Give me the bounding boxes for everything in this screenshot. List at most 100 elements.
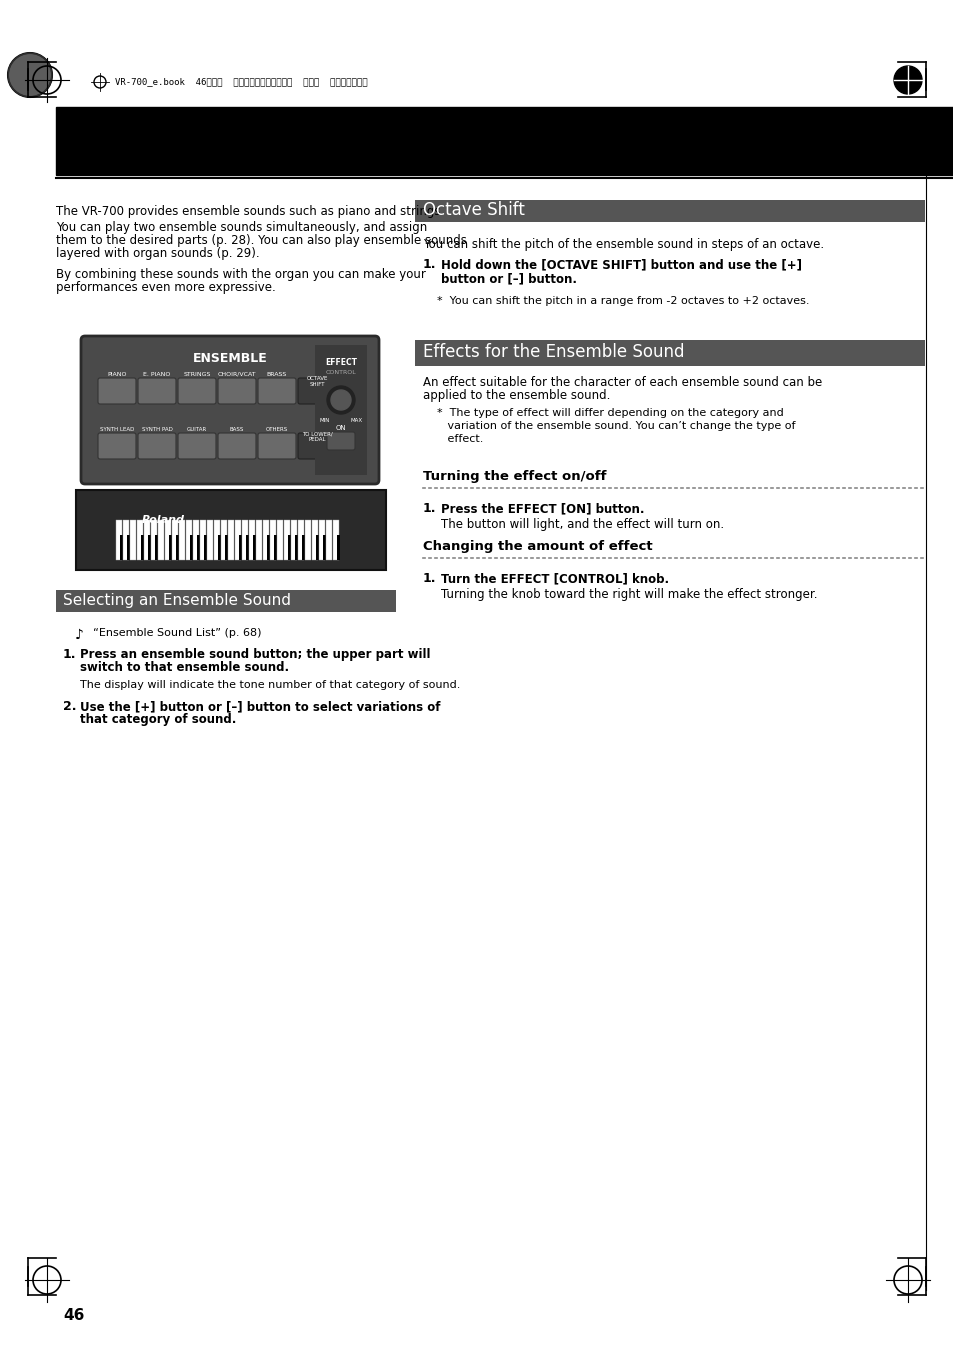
Bar	[203, 535, 207, 561]
Bar	[318, 520, 325, 561]
Bar	[228, 520, 233, 561]
Bar	[190, 535, 193, 561]
Circle shape	[331, 390, 351, 409]
Bar	[140, 535, 144, 561]
Bar	[56, 590, 395, 612]
FancyBboxPatch shape	[257, 378, 295, 404]
Text: 1.: 1.	[422, 571, 436, 585]
Bar	[148, 535, 151, 561]
Text: OTHERS: OTHERS	[266, 427, 288, 432]
Text: BASS: BASS	[230, 427, 244, 432]
Bar	[213, 520, 220, 561]
Text: MAX: MAX	[351, 417, 363, 423]
Text: 1.: 1.	[422, 258, 436, 272]
Bar	[175, 535, 179, 561]
Bar	[165, 520, 171, 561]
Bar	[315, 535, 319, 561]
Text: Changing the amount of effect: Changing the amount of effect	[422, 540, 652, 553]
Circle shape	[327, 386, 355, 413]
Text: 2.: 2.	[63, 700, 76, 713]
Bar	[415, 340, 924, 366]
Text: switch to that ensemble sound.: switch to that ensemble sound.	[80, 661, 289, 674]
Bar	[221, 520, 227, 561]
Text: An effect suitable for the character of each ensemble sound can be: An effect suitable for the character of …	[422, 376, 821, 389]
Bar	[415, 200, 924, 222]
FancyBboxPatch shape	[138, 378, 175, 404]
Circle shape	[8, 53, 52, 97]
FancyBboxPatch shape	[98, 378, 136, 404]
Bar	[249, 520, 254, 561]
Bar	[119, 535, 123, 561]
Text: layered with organ sounds (p. 29).: layered with organ sounds (p. 29).	[56, 247, 259, 259]
Bar	[297, 520, 304, 561]
Text: Selecting an Ensemble Sound: Selecting an Ensemble Sound	[63, 593, 291, 608]
Bar	[287, 535, 291, 561]
Text: CONTROL: CONTROL	[325, 370, 356, 376]
Bar	[172, 520, 178, 561]
Bar	[284, 520, 290, 561]
Bar	[266, 535, 270, 561]
Bar	[137, 520, 143, 561]
Bar	[207, 520, 213, 561]
Bar	[154, 535, 158, 561]
FancyBboxPatch shape	[81, 336, 378, 484]
Bar	[158, 520, 164, 561]
Text: You can play two ensemble sounds simultaneously, and assign: You can play two ensemble sounds simulta…	[56, 222, 427, 234]
Text: 1.: 1.	[422, 503, 436, 515]
Bar	[130, 520, 136, 561]
Text: Effects for the Ensemble Sound: Effects for the Ensemble Sound	[422, 343, 684, 361]
Text: Press an ensemble sound button; the upper part will: Press an ensemble sound button; the uppe…	[80, 648, 430, 661]
Bar	[76, 490, 386, 570]
Bar	[186, 520, 192, 561]
Bar	[326, 520, 332, 561]
Text: 1.: 1.	[63, 648, 76, 661]
Text: ENSEMBLE: ENSEMBLE	[193, 353, 267, 365]
Text: STRINGS: STRINGS	[183, 372, 211, 377]
Bar	[255, 520, 262, 561]
Bar	[242, 520, 248, 561]
FancyBboxPatch shape	[138, 434, 175, 459]
Bar	[238, 535, 242, 561]
Text: performances even more expressive.: performances even more expressive.	[56, 281, 275, 295]
Text: that category of sound.: that category of sound.	[80, 713, 236, 725]
FancyBboxPatch shape	[327, 432, 355, 450]
Text: Turning the effect on/off: Turning the effect on/off	[422, 470, 606, 484]
Text: The VR-700 provides ensemble sounds such as piano and strings.: The VR-700 provides ensemble sounds such…	[56, 205, 444, 218]
Text: ON: ON	[335, 426, 346, 431]
Text: TO LOWER/
PEDAL: TO LOWER/ PEDAL	[301, 431, 332, 442]
FancyBboxPatch shape	[257, 434, 295, 459]
Bar	[196, 535, 200, 561]
Bar	[305, 520, 311, 561]
Text: them to the desired parts (p. 28). You can also play ensemble sounds: them to the desired parts (p. 28). You c…	[56, 234, 466, 247]
FancyBboxPatch shape	[297, 434, 335, 459]
Bar	[263, 520, 269, 561]
Text: *  You can shift the pitch in a range from -2 octaves to +2 octaves.: * You can shift the pitch in a range fro…	[436, 296, 809, 305]
Text: variation of the ensemble sound. You can’t change the type of: variation of the ensemble sound. You can…	[436, 422, 795, 431]
Text: VR-700_e.book  46ページ  ２００９年１１月１８日  水曜日  午前９時２４分: VR-700_e.book 46ページ ２００９年１１月１８日 水曜日 午前９時…	[115, 77, 367, 86]
Text: *  The type of effect will differ depending on the category and: * The type of effect will differ dependi…	[436, 408, 783, 417]
Text: By combining these sounds with the organ you can make your: By combining these sounds with the organ…	[56, 267, 425, 281]
Bar	[294, 535, 298, 561]
Bar	[301, 535, 305, 561]
Bar	[127, 535, 130, 561]
Bar	[291, 520, 296, 561]
Text: OCTAVE
SHIFT: OCTAVE SHIFT	[306, 376, 327, 386]
Bar	[276, 520, 283, 561]
Text: Hold down the [OCTAVE SHIFT] button and use the [+]: Hold down the [OCTAVE SHIFT] button and …	[440, 258, 801, 272]
Bar	[245, 535, 249, 561]
Text: BRASS: BRASS	[267, 372, 287, 377]
FancyBboxPatch shape	[218, 434, 255, 459]
Text: SYNTH LEAD: SYNTH LEAD	[100, 427, 134, 432]
Text: SYNTH PAD: SYNTH PAD	[141, 427, 172, 432]
Text: You can shift the pitch of the ensemble sound in steps of an octave.: You can shift the pitch of the ensemble …	[422, 238, 823, 251]
Text: effect.: effect.	[436, 434, 483, 444]
Text: “Ensemble Sound List” (p. 68): “Ensemble Sound List” (p. 68)	[92, 628, 261, 638]
FancyBboxPatch shape	[218, 378, 255, 404]
Bar	[270, 520, 275, 561]
Text: Octave Shift: Octave Shift	[422, 201, 524, 219]
Text: EFFECT: EFFECT	[325, 358, 356, 367]
Text: The button will light, and the effect will turn on.: The button will light, and the effect wi…	[440, 517, 723, 531]
Bar	[336, 535, 340, 561]
Bar	[333, 520, 338, 561]
Bar	[116, 520, 122, 561]
